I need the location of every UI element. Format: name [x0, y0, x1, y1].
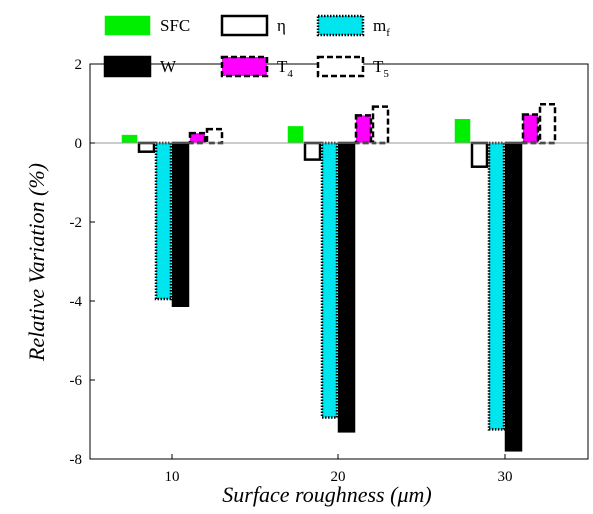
legend-swatch-mf — [316, 14, 365, 37]
legend-swatch-T4 — [220, 55, 269, 78]
legend-label-main: T — [277, 57, 288, 76]
legend-swatch-η — [220, 14, 269, 37]
bar-mf-20 — [320, 141, 339, 419]
bar-W-20 — [337, 141, 356, 433]
legend-label-subscript: f — [386, 27, 390, 39]
legend-label-T4: T4 — [277, 57, 293, 80]
y-axis-ticks: 2 0 -2 -4 -6 -8 — [70, 57, 95, 468]
bars-group — [121, 103, 557, 452]
legend-label-main: W — [160, 57, 177, 76]
bar-T5-20 — [371, 105, 390, 145]
legend-label-main: T — [373, 57, 384, 76]
y-tick-label: -2 — [70, 215, 83, 231]
legend-swatch-T5 — [316, 55, 365, 78]
legend-label-main: η — [277, 16, 286, 35]
y-axis-label: Relative Variation (%) — [24, 163, 49, 362]
bar-T4-20 — [354, 114, 373, 145]
legend-label-subscript: 5 — [383, 68, 389, 80]
x-tick-label: 30 — [498, 469, 513, 485]
x-tick-label: 10 — [165, 469, 180, 485]
bar-η-20 — [303, 141, 322, 161]
legend-label-W: W — [160, 57, 177, 76]
bar-η-30 — [470, 141, 489, 168]
y-tick-label: -4 — [70, 294, 83, 310]
bar-T5-30 — [538, 103, 557, 145]
legend-label-SFC: SFC — [160, 16, 190, 35]
y-tick-label: 2 — [75, 57, 83, 73]
legend-label-main: SFC — [160, 16, 190, 35]
legend-label-subscript: 4 — [287, 68, 293, 80]
legend: SFC η mfW T4 T5 — [103, 14, 390, 80]
x-axis-ticks: 10 20 30 — [165, 454, 513, 485]
bar-T4-30 — [521, 113, 540, 145]
x-tick-label: 20 — [331, 469, 346, 485]
bar-SFC-10 — [121, 134, 138, 144]
legend-swatch-SFC — [104, 15, 151, 36]
bar-W-30 — [504, 141, 523, 452]
bar-mf-10 — [154, 141, 173, 301]
x-axis-label: Surface roughness (μm) — [222, 482, 431, 507]
y-tick-label: 0 — [75, 136, 83, 152]
bar-SFC-30 — [454, 119, 471, 144]
bar-W-10 — [171, 141, 190, 307]
bar-η-10 — [137, 141, 156, 153]
legend-swatch-W — [103, 55, 152, 78]
legend-label-main: m — [373, 16, 386, 35]
legend-label-mf: mf — [373, 16, 390, 39]
bar-T4-10 — [188, 131, 207, 145]
bar-mf-30 — [487, 141, 506, 431]
y-tick-label: -6 — [70, 373, 83, 389]
y-tick-label: -8 — [70, 452, 83, 468]
legend-label-η: η — [277, 16, 286, 35]
legend-label-T5: T5 — [373, 57, 389, 80]
bar-T5-10 — [205, 127, 224, 145]
bar-SFC-20 — [287, 126, 304, 144]
